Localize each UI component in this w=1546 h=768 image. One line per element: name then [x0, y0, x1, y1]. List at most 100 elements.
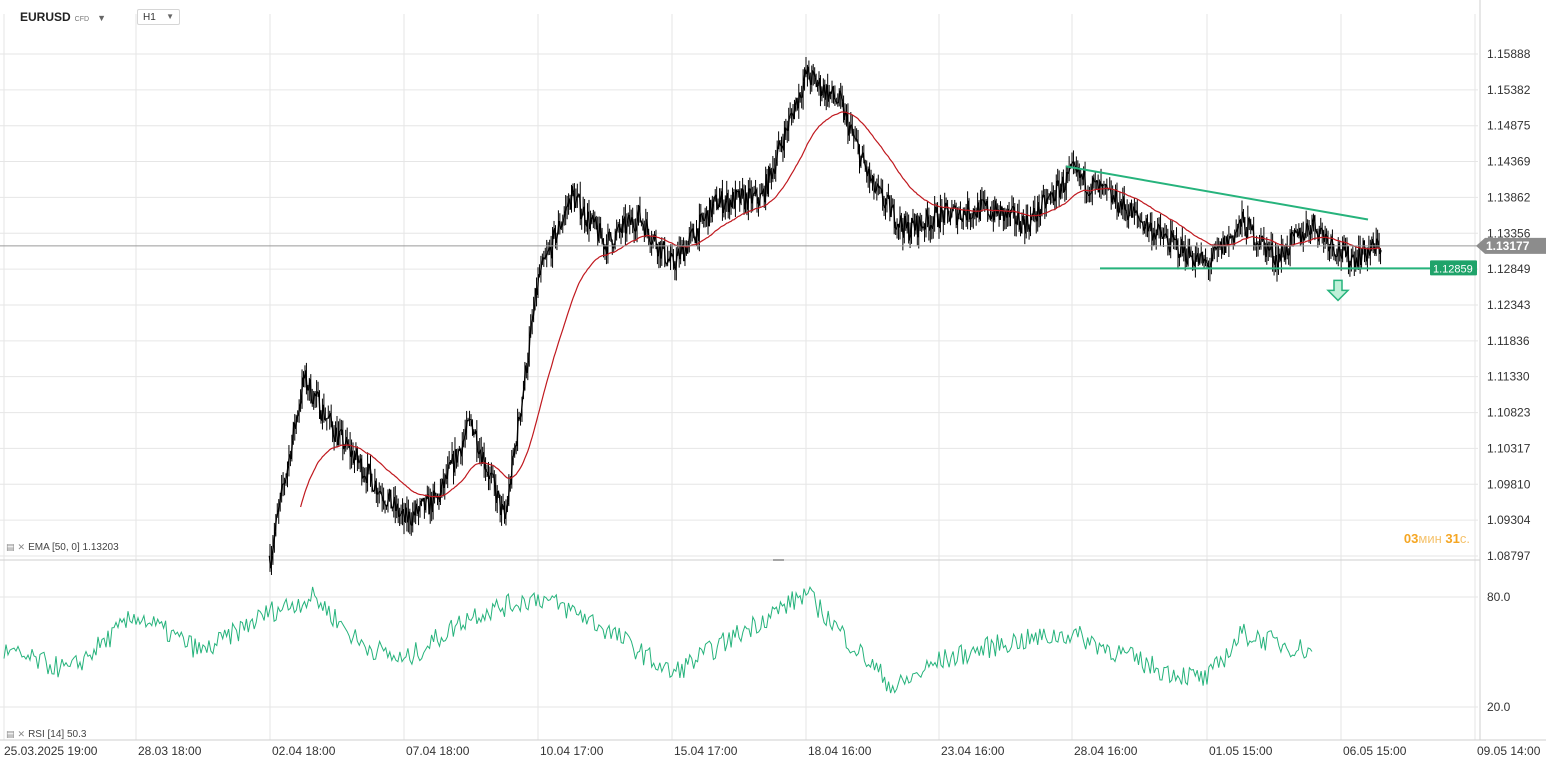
candle-body [1211, 247, 1215, 261]
candle-body [555, 233, 559, 243]
candle-body [687, 234, 691, 243]
candle-body [1371, 239, 1375, 247]
candle-body [660, 245, 664, 259]
y-tick-label: 1.15382 [1487, 83, 1531, 97]
candle-body [353, 457, 356, 464]
candle-body [1037, 202, 1041, 217]
candle-body [814, 77, 818, 87]
candle-body [936, 207, 939, 227]
candle-body [519, 413, 522, 420]
candle-body [718, 199, 721, 208]
candle-body [994, 200, 998, 214]
y-tick-label: 1.12343 [1487, 298, 1531, 312]
ema-label-text: EMA [50, 0] 1.13203 [28, 542, 119, 553]
rsi-line [3, 586, 1313, 694]
candle-body [1062, 176, 1065, 192]
candle-body [574, 198, 578, 209]
candle-body [329, 413, 333, 425]
candle-body [1376, 238, 1379, 244]
candle-body [988, 214, 990, 217]
countdown-minutes-unit: мин [1418, 531, 1442, 546]
candle-body [741, 188, 744, 192]
candle-body [1150, 222, 1154, 241]
candle-body [318, 393, 321, 419]
candle-body [692, 228, 695, 238]
candle-body [726, 193, 730, 213]
menu-icon[interactable]: ▤ [6, 729, 15, 739]
candle-body [703, 215, 707, 222]
candle-body [1310, 222, 1314, 234]
candle-body [747, 188, 750, 210]
timeframe-selector[interactable]: H1 ▼ [137, 9, 180, 25]
grid [0, 14, 1478, 740]
close-icon[interactable]: ✕ [17, 542, 26, 552]
candle-body [644, 219, 648, 237]
candle-body [839, 90, 842, 98]
candle-body [290, 440, 294, 460]
candle-body [1358, 246, 1362, 265]
symbol-selector[interactable]: EURUSD CFD ▼ [20, 10, 106, 24]
x-tick-label: 02.04 18:00 [272, 744, 336, 758]
rsi-indicator-label[interactable]: ▤ ✕ RSI [14] 50.3 [6, 729, 86, 740]
candle-body [386, 496, 390, 507]
candle-body [1162, 234, 1165, 240]
y-tick-label: 1.12849 [1487, 262, 1531, 276]
candle-body [1026, 214, 1029, 228]
trendlines[interactable] [1065, 165, 1430, 302]
candle-body [546, 249, 550, 253]
ema-indicator-label[interactable]: ▤ ✕ EMA [50, 0] 1.13203 [6, 542, 119, 553]
candle-body [463, 431, 467, 439]
candle-body [832, 86, 835, 98]
candle-body [551, 230, 554, 259]
candle-body [1143, 226, 1146, 231]
candle-body [561, 219, 565, 226]
candle-body [999, 206, 1002, 220]
candle-body [739, 188, 743, 204]
y-tick-label: 1.13862 [1487, 190, 1531, 204]
candle-body [885, 194, 889, 203]
candle-body [715, 194, 718, 210]
candle-body [648, 239, 652, 245]
y-tick-label: 1.08797 [1487, 549, 1531, 563]
candle-body [1017, 211, 1021, 228]
candle-body [1332, 246, 1336, 255]
candle-body [663, 241, 667, 264]
candle-body [606, 232, 610, 255]
x-tick-label: 09.05 14:00 [1477, 744, 1541, 758]
candle-body [418, 502, 422, 510]
candle-body [810, 70, 814, 85]
candle-body [1012, 205, 1015, 208]
candle-body [506, 502, 509, 510]
candle-body [768, 166, 772, 171]
candle-body [613, 231, 617, 247]
candle-body [558, 220, 562, 230]
candle-body [1010, 206, 1014, 211]
candle-body [1235, 230, 1238, 234]
candle-body [554, 228, 557, 243]
candle-body [578, 194, 582, 220]
candle-body [778, 140, 782, 146]
candle-body [1288, 233, 1292, 255]
candle-body [686, 242, 690, 254]
candle-body [536, 274, 540, 295]
candle-body [376, 492, 379, 495]
candle-body [835, 100, 838, 104]
close-icon[interactable]: ✕ [17, 729, 26, 739]
candle-body [1285, 244, 1289, 256]
candle-body [1052, 192, 1055, 202]
candle-body [749, 188, 753, 204]
candle-body [420, 499, 423, 503]
candle-body [316, 391, 320, 394]
menu-icon[interactable]: ▤ [6, 542, 15, 552]
level-badge [1430, 260, 1477, 276]
candle-body [396, 503, 400, 517]
candle-body [545, 252, 549, 257]
candle-body [1322, 231, 1325, 242]
candle-body [447, 461, 451, 467]
x-tick-label: 01.05 15:00 [1209, 744, 1273, 758]
candle-body [571, 186, 575, 193]
candle-body [855, 138, 858, 142]
candle-body [424, 496, 428, 511]
candle-body [1352, 254, 1356, 268]
